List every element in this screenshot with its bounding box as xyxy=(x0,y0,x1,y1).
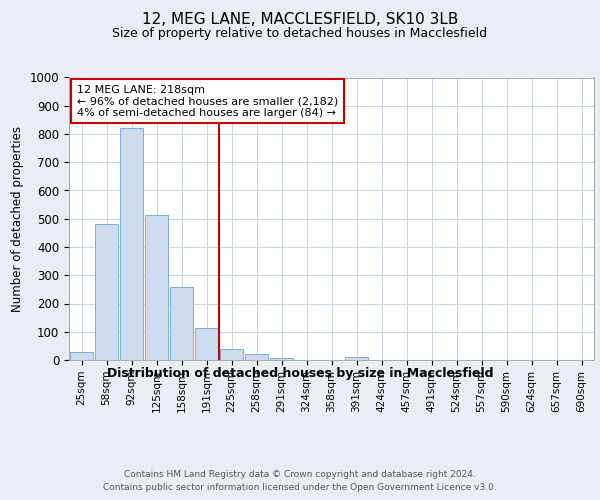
Bar xyxy=(120,128,143,360)
Text: Contains public sector information licensed under the Open Government Licence v3: Contains public sector information licen… xyxy=(103,482,497,492)
Bar xyxy=(220,348,243,360)
Bar xyxy=(345,357,368,360)
Bar xyxy=(70,352,93,360)
Text: 12 MEG LANE: 218sqm
← 96% of detached houses are smaller (2,182)
4% of semi-deta: 12 MEG LANE: 218sqm ← 96% of detached ho… xyxy=(77,84,338,118)
Text: 12, MEG LANE, MACCLESFIELD, SK10 3LB: 12, MEG LANE, MACCLESFIELD, SK10 3LB xyxy=(142,12,458,28)
Bar xyxy=(245,354,268,360)
Bar xyxy=(170,286,193,360)
Bar xyxy=(195,328,218,360)
Bar xyxy=(145,214,168,360)
Bar xyxy=(95,224,118,360)
Text: Distribution of detached houses by size in Macclesfield: Distribution of detached houses by size … xyxy=(107,368,493,380)
Bar xyxy=(270,358,293,360)
Text: Contains HM Land Registry data © Crown copyright and database right 2024.: Contains HM Land Registry data © Crown c… xyxy=(124,470,476,479)
Y-axis label: Number of detached properties: Number of detached properties xyxy=(11,126,24,312)
Text: Size of property relative to detached houses in Macclesfield: Size of property relative to detached ho… xyxy=(112,28,488,40)
